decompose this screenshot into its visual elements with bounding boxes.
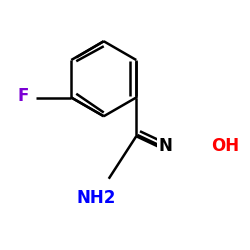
Text: F: F (18, 87, 29, 105)
Text: N: N (159, 137, 172, 155)
Text: NH2: NH2 (76, 189, 116, 207)
Text: OH: OH (211, 137, 240, 155)
